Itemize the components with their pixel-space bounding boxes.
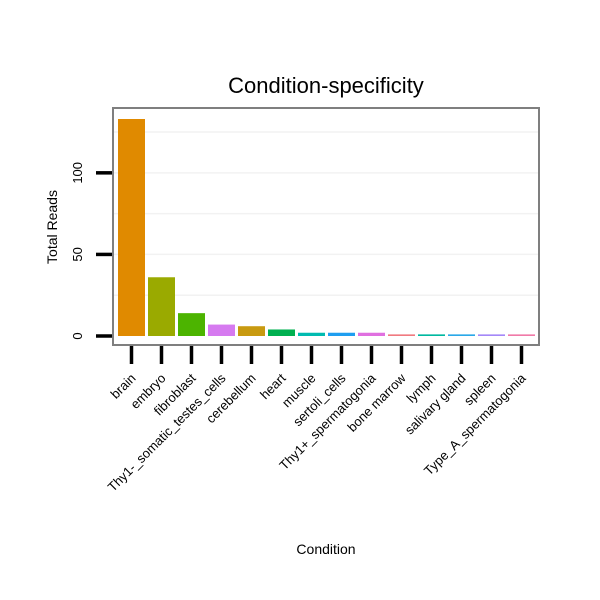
bar [448,334,475,336]
bar [178,313,205,336]
x-axis: brainembryofibroblastThy1-_somatic_teste… [105,346,529,495]
bar [478,334,505,336]
y-axis-title: Total Reads [44,190,60,264]
x-axis-title: Condition [296,541,355,557]
y-axis: 0 50 100 [70,162,112,340]
y-tick-label: 0 [70,332,85,339]
bar [118,119,145,336]
bar [328,332,355,336]
bar [508,334,535,336]
chart-title: Condition-specificity [228,73,424,98]
y-tick-label: 100 [70,162,85,184]
bars [118,119,535,336]
gridlines [114,131,538,296]
bar [148,277,175,336]
bar [388,334,415,336]
bar [208,324,235,336]
bar [358,332,385,336]
bar [268,329,295,336]
bar [238,326,265,336]
y-tick-label: 50 [70,247,85,261]
plot-panel [112,107,540,346]
bar [418,334,445,336]
bar [298,332,325,336]
